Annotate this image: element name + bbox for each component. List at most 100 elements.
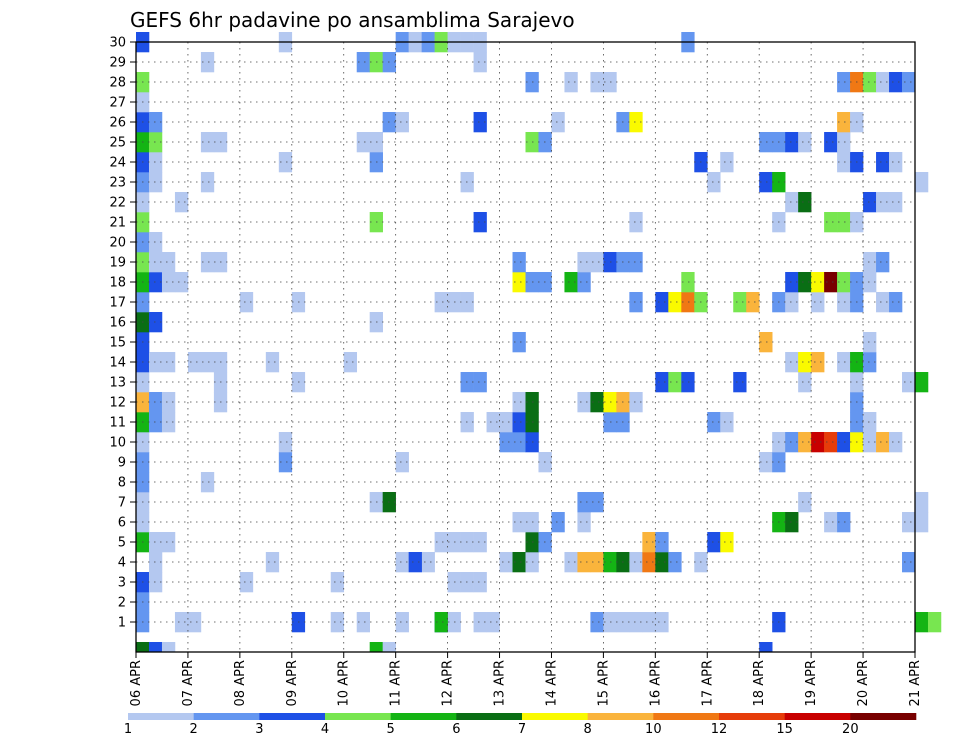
- colorbar: 1 2 3 4 5 6 7 8 10 12 15 20: [124, 713, 917, 737]
- precip-cell: [837, 112, 851, 133]
- precip-cell: [915, 512, 929, 533]
- colorbar-swatch: [259, 713, 326, 720]
- precip-cell: [395, 112, 409, 133]
- precip-cell: [473, 612, 487, 633]
- precip-cell: [876, 72, 890, 93]
- y-tick-label: 24: [109, 156, 126, 171]
- y-tick-label: 1: [118, 616, 126, 631]
- precip-cell: [382, 642, 396, 653]
- y-tick-label: 4: [118, 556, 126, 571]
- colorbar-label: 8: [584, 722, 592, 737]
- x-axis-ticks: 06 APR 07 APR 08 APR 09 APR 10 APR 11 APR 12 A…: [129, 652, 923, 706]
- precip-cell: [356, 612, 370, 633]
- precip-cell: [720, 532, 734, 553]
- precip-cell: [759, 642, 773, 653]
- precip-cell: [395, 612, 409, 633]
- precip-cell: [577, 252, 591, 273]
- precip-cell: [473, 212, 487, 233]
- colorbar-label: 5: [387, 722, 395, 737]
- precip-cell: [512, 252, 526, 273]
- precip-cell: [902, 72, 916, 93]
- precip-cell: [200, 172, 215, 193]
- precip-cell: [681, 272, 695, 293]
- colorbar-label: 12: [711, 722, 728, 737]
- precip-cell: [564, 552, 578, 573]
- precip-cell: [486, 412, 500, 433]
- precip-cell: [655, 292, 669, 313]
- precip-cell: [889, 432, 903, 453]
- x-tick-label: 07 APR: [181, 660, 196, 706]
- precip-cell: [148, 532, 163, 553]
- precip-cell: [655, 372, 669, 393]
- precip-cell: [473, 372, 487, 393]
- precip-cell: [785, 292, 799, 313]
- precip-cell: [915, 372, 929, 393]
- precip-cell: [655, 612, 669, 633]
- precip-cell: [863, 252, 877, 273]
- precip-cell: [863, 272, 877, 293]
- precip-cell: [148, 272, 163, 293]
- precip-cell: [265, 552, 280, 573]
- precip-cell: [707, 172, 721, 193]
- precip-cell: [785, 132, 799, 153]
- y-axis-ticks: 1234567891011121314151617181920212223242…: [109, 36, 136, 631]
- precip-cell: [785, 432, 799, 453]
- precip-cell: [148, 152, 163, 173]
- precip-cell: [811, 352, 825, 373]
- precip-cell: [759, 172, 773, 193]
- precip-cell: [512, 512, 526, 533]
- colorbar-label: 1: [124, 722, 132, 737]
- precip-cell: [876, 192, 890, 213]
- y-tick-label: 25: [109, 136, 126, 151]
- precip-cell: [837, 212, 851, 233]
- precip-cell: [707, 532, 721, 553]
- y-tick-label: 26: [109, 116, 126, 131]
- precip-cell: [148, 172, 163, 193]
- precip-cell: [811, 292, 825, 313]
- precip-cell: [798, 432, 812, 453]
- y-tick-label: 12: [109, 396, 126, 411]
- y-tick-label: 23: [109, 176, 126, 191]
- precip-cell: [707, 412, 721, 433]
- precip-cell: [824, 212, 838, 233]
- precip-cell: [837, 512, 851, 533]
- y-tick-label: 9: [118, 456, 126, 471]
- colorbar-swatch: [456, 713, 523, 720]
- y-tick-label: 21: [109, 216, 126, 231]
- precip-cell: [590, 72, 604, 93]
- y-tick-label: 2: [118, 596, 126, 611]
- precip-cell: [889, 152, 903, 173]
- y-tick-label: 20: [109, 236, 126, 251]
- y-tick-label: 27: [109, 96, 126, 111]
- precip-cell: [915, 492, 929, 513]
- precip-cell: [798, 352, 812, 373]
- precip-cell: [512, 272, 526, 293]
- x-tick-label: 15 APR: [596, 660, 611, 706]
- precip-cell: [681, 292, 695, 313]
- colorbar-swatch: [325, 713, 391, 720]
- x-tick-label: 18 APR: [752, 660, 767, 706]
- precip-cell: [512, 432, 526, 453]
- precip-cell: [642, 532, 656, 553]
- precip-cell: [148, 112, 163, 133]
- precip-cell: [629, 392, 643, 413]
- precip-cell: [148, 572, 163, 593]
- precip-cell: [148, 312, 163, 333]
- precip-cell: [642, 612, 656, 633]
- y-tick-label: 3: [118, 576, 126, 591]
- precip-cell: [395, 452, 409, 473]
- y-tick-label: 6: [118, 516, 126, 531]
- precip-cell: [863, 72, 877, 93]
- precip-cell: [655, 532, 669, 553]
- precip-cell: [161, 392, 176, 413]
- x-tick-label: 08 APR: [233, 660, 248, 706]
- colorbar-label: 3: [255, 722, 263, 737]
- y-tick-label: 19: [109, 256, 126, 271]
- precip-cell: [863, 192, 877, 213]
- precip-cell: [785, 272, 799, 293]
- precip-cell: [629, 252, 643, 273]
- precip-cell: [577, 552, 591, 573]
- plot-frame: [135, 41, 916, 653]
- precip-cell: [863, 412, 877, 433]
